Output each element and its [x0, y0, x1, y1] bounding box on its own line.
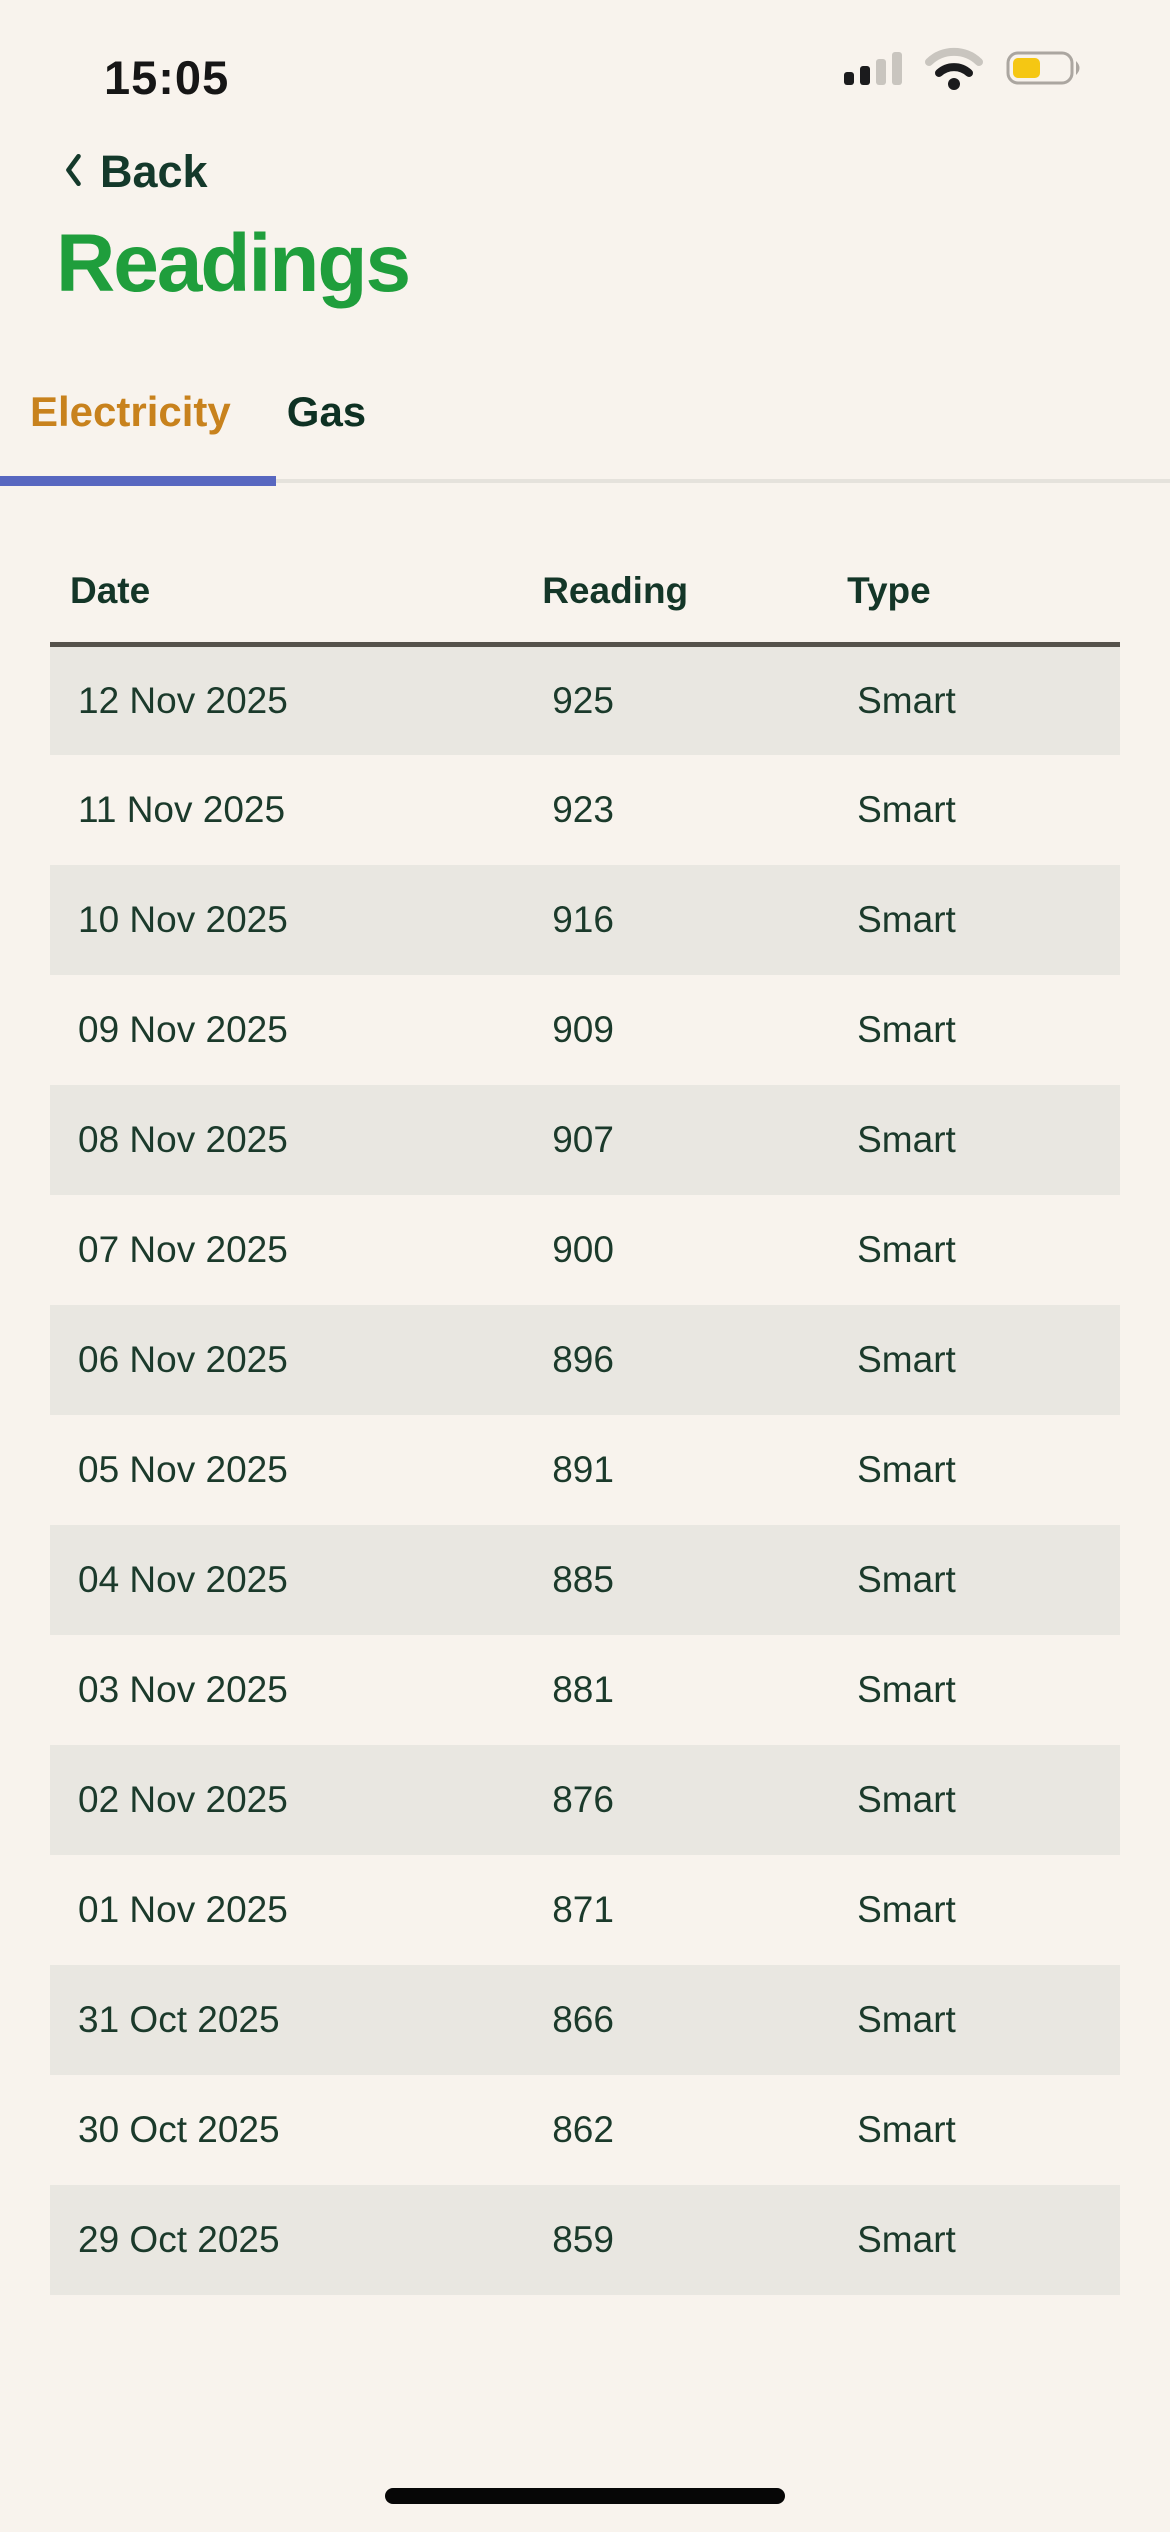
- cell-date: 29 Oct 2025: [78, 2218, 280, 2260]
- table-row: 30 Oct 2025 862 Smart: [50, 2075, 1120, 2185]
- cell-reading: 862: [552, 2108, 614, 2150]
- cell-date: 05 Nov 2025: [78, 1448, 288, 1490]
- chevron-left-icon: [62, 151, 84, 194]
- table-header-row: Date Reading Type: [50, 520, 1120, 647]
- column-header-date: Date: [50, 520, 543, 647]
- cell-reading: 900: [552, 1228, 614, 1270]
- cell-type: Smart: [857, 1008, 956, 1050]
- cell-type: Smart: [857, 898, 956, 940]
- cell-reading: 876: [552, 1778, 614, 1820]
- table-row: 11 Nov 2025 923 Smart: [50, 755, 1120, 865]
- cell-reading: 916: [552, 898, 614, 940]
- cell-type: Smart: [857, 1118, 956, 1160]
- cell-type: Smart: [857, 1228, 956, 1270]
- table-row: 29 Oct 2025 859 Smart: [50, 2184, 1120, 2295]
- back-label: Back: [100, 146, 208, 197]
- tab-gas[interactable]: Gas: [286, 388, 367, 435]
- cell-date: 12 Nov 2025: [78, 679, 288, 721]
- table-row: 10 Nov 2025 916 Smart: [50, 864, 1120, 975]
- wifi-icon: [924, 46, 984, 95]
- battery-icon: [1006, 49, 1084, 92]
- cell-reading: 909: [552, 1008, 614, 1050]
- cell-reading: 907: [552, 1118, 614, 1160]
- cell-date: 02 Nov 2025: [78, 1778, 288, 1820]
- cell-type: Smart: [857, 679, 956, 721]
- cell-date: 03 Nov 2025: [78, 1668, 288, 1710]
- cell-date: 30 Oct 2025: [78, 2108, 280, 2150]
- cell-type: Smart: [857, 1448, 956, 1490]
- cell-reading: 923: [552, 788, 614, 830]
- page-title: Readings: [56, 218, 411, 309]
- back-button[interactable]: Back: [62, 146, 208, 198]
- table-row: 03 Nov 2025 881 Smart: [50, 1635, 1120, 1745]
- cell-date: 11 Nov 2025: [78, 788, 286, 830]
- cell-date: 01 Nov 2025: [78, 1888, 288, 1930]
- cell-date: 09 Nov 2025: [78, 1008, 288, 1050]
- cell-type: Smart: [857, 788, 956, 830]
- readings-table: Date Reading Type 12 Nov 2025 925 Smart …: [50, 520, 1120, 2295]
- cell-type: Smart: [857, 1668, 956, 1710]
- cell-type: Smart: [857, 1338, 956, 1380]
- home-indicator[interactable]: [385, 2488, 785, 2504]
- table-row: 02 Nov 2025 876 Smart: [50, 1744, 1120, 1855]
- tab-electricity[interactable]: Electricity: [30, 388, 231, 435]
- cell-type: Smart: [857, 1778, 956, 1820]
- cell-date: 07 Nov 2025: [78, 1228, 288, 1270]
- table-row: 05 Nov 2025 891 Smart: [50, 1415, 1120, 1525]
- table-row: 12 Nov 2025 925 Smart: [50, 644, 1120, 755]
- cell-type: Smart: [857, 2218, 956, 2260]
- cell-reading: 881: [552, 1668, 614, 1710]
- cell-type: Smart: [857, 1998, 956, 2040]
- table-row: 06 Nov 2025 896 Smart: [50, 1304, 1120, 1415]
- cell-date: 06 Nov 2025: [78, 1338, 288, 1380]
- cell-type: Smart: [857, 2108, 956, 2150]
- tab-bar: Electricity Gas: [30, 388, 366, 436]
- cell-reading: 925: [552, 679, 614, 721]
- cell-reading: 891: [552, 1448, 614, 1490]
- cell-date: 04 Nov 2025: [78, 1558, 288, 1600]
- tab-track-line: [0, 479, 1170, 483]
- table-row: 07 Nov 2025 900 Smart: [50, 1195, 1120, 1305]
- cell-reading: 866: [552, 1998, 614, 2040]
- cell-reading: 859: [552, 2218, 614, 2260]
- tab-active-indicator: [0, 476, 276, 486]
- column-header-type: Type: [847, 520, 1120, 647]
- cell-date: 10 Nov 2025: [78, 898, 288, 940]
- column-header-reading: Reading: [542, 520, 848, 647]
- status-bar-time: 15:05: [104, 51, 230, 104]
- cell-reading: 871: [552, 1888, 614, 1930]
- status-bar-icons: [844, 46, 1084, 95]
- cell-date: 31 Oct 2025: [78, 1998, 280, 2040]
- cell-type: Smart: [857, 1558, 956, 1600]
- cell-date: 08 Nov 2025: [78, 1118, 288, 1160]
- cellular-signal-icon: [844, 51, 902, 90]
- cell-reading: 885: [552, 1558, 614, 1600]
- table-row: 09 Nov 2025 909 Smart: [50, 975, 1120, 1085]
- table-row: 31 Oct 2025 866 Smart: [50, 1964, 1120, 2075]
- table-row: 01 Nov 2025 871 Smart: [50, 1855, 1120, 1965]
- table-row: 04 Nov 2025 885 Smart: [50, 1524, 1120, 1635]
- cell-reading: 896: [552, 1338, 614, 1380]
- table-row: 08 Nov 2025 907 Smart: [50, 1084, 1120, 1195]
- cell-type: Smart: [857, 1888, 956, 1930]
